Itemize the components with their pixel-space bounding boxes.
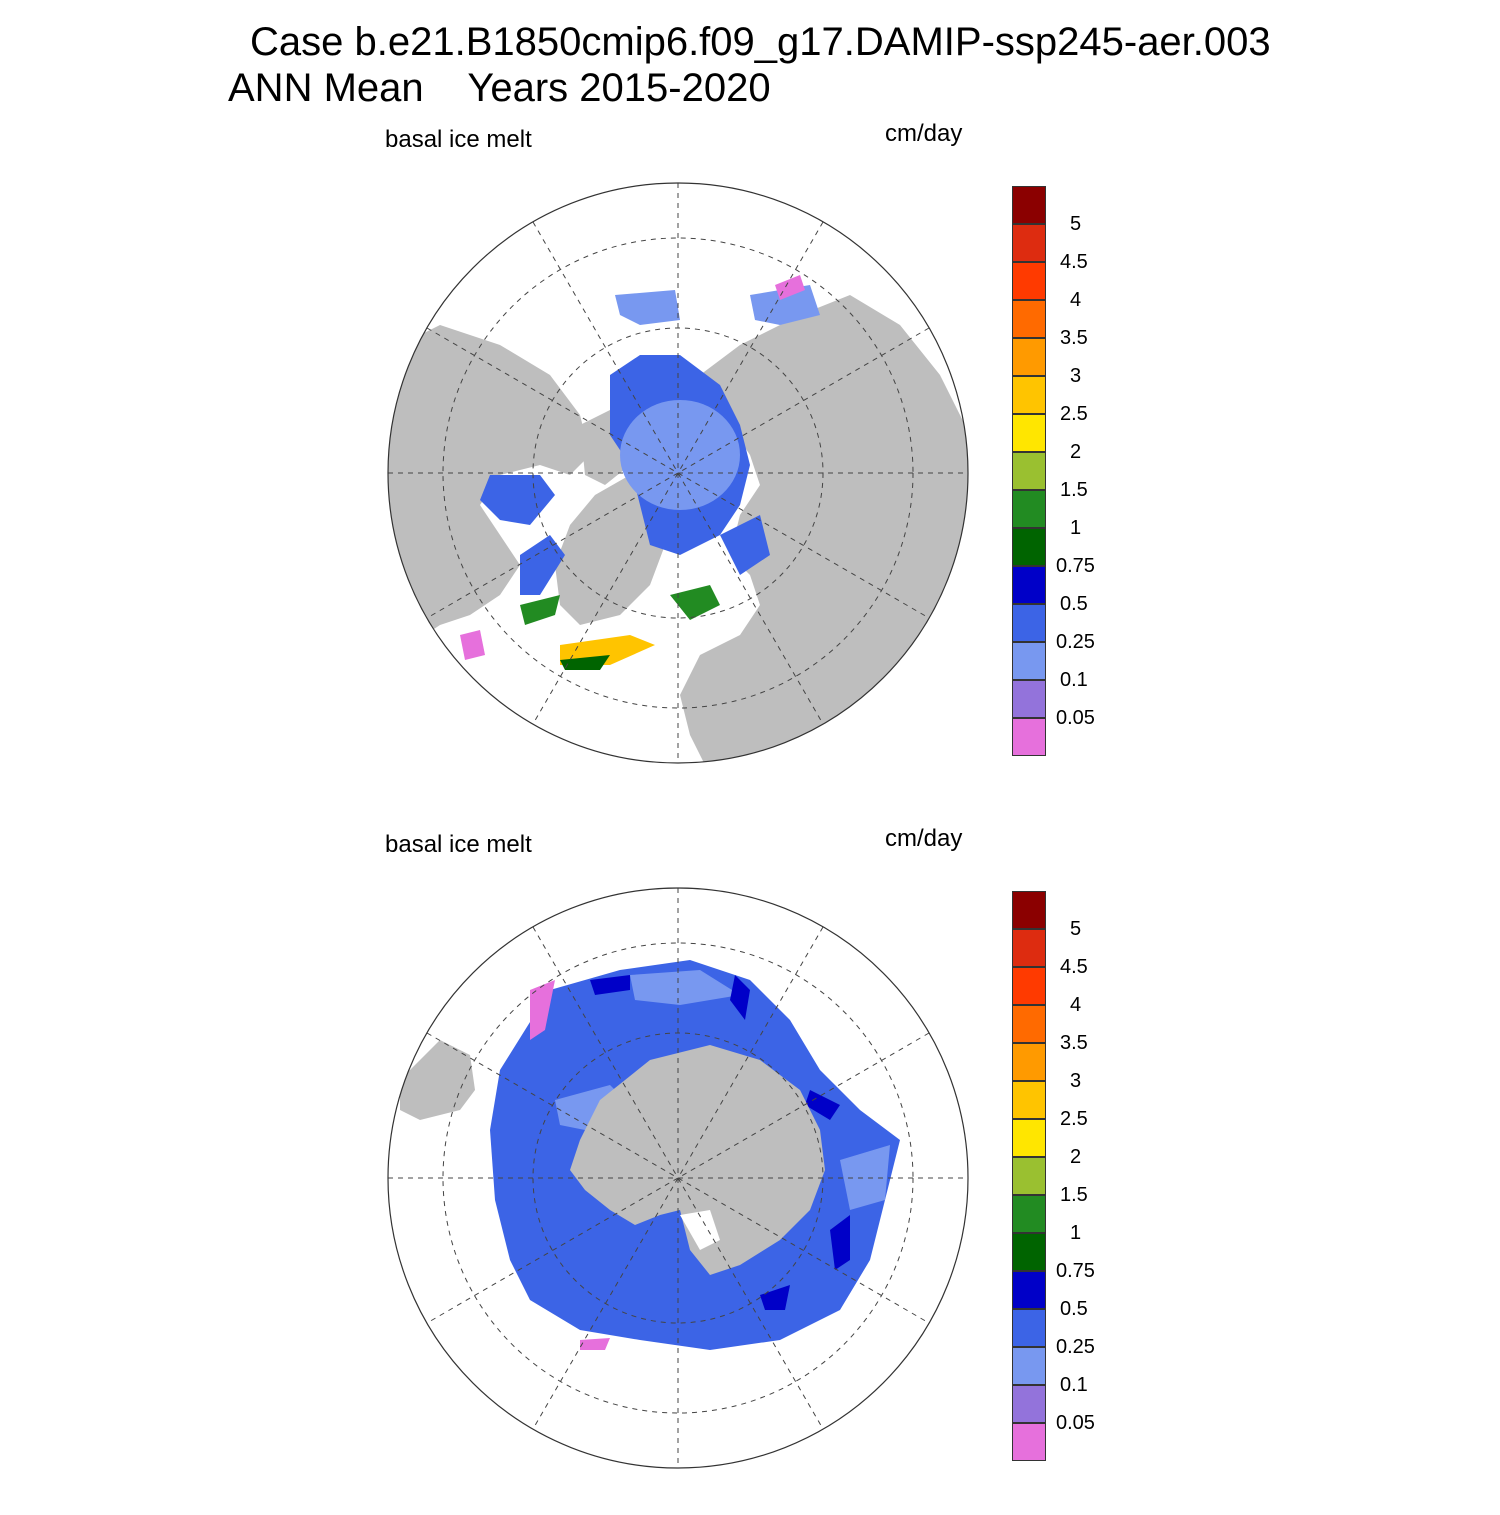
colorbar-label: 4.5 bbox=[1060, 251, 1088, 273]
colorbar-label: 5 bbox=[1070, 918, 1082, 940]
colorbar-label: 5 bbox=[1070, 213, 1082, 235]
colorbar-box bbox=[1012, 1347, 1046, 1385]
colorbar-label: 0.75 bbox=[1056, 555, 1095, 577]
colorbar-label: 0.1 bbox=[1060, 1374, 1088, 1396]
colorbar-label: 0.5 bbox=[1060, 1298, 1088, 1320]
colorbar-label: 2.5 bbox=[1060, 1108, 1088, 1130]
colorbar-box bbox=[1012, 1385, 1046, 1423]
colorbar-box bbox=[1012, 528, 1046, 566]
colorbar-box bbox=[1012, 604, 1046, 642]
colorbar-label: 0.05 bbox=[1056, 707, 1095, 729]
colorbar-label: 0.05 bbox=[1056, 1412, 1095, 1434]
colorbar-box bbox=[1012, 1119, 1046, 1157]
colorbar-box bbox=[1012, 1309, 1046, 1347]
colorbar-box bbox=[1012, 967, 1046, 1005]
colorbar-box bbox=[1012, 376, 1046, 414]
colorbar-label: 1 bbox=[1070, 517, 1082, 539]
variable-label: basal ice melt bbox=[385, 126, 532, 153]
colorbar-box bbox=[1012, 1043, 1046, 1081]
colorbar-label: 0.25 bbox=[1056, 631, 1095, 653]
colorbar-box bbox=[1012, 1005, 1046, 1043]
variable-label: basal ice melt bbox=[385, 831, 532, 858]
south-polar-map bbox=[387, 887, 969, 1469]
colorbar-box bbox=[1012, 1081, 1046, 1119]
colorbar-label: 2 bbox=[1070, 441, 1082, 463]
figure-subtitle: ANN Mean Years 2015-2020 bbox=[228, 68, 771, 108]
colorbar-box bbox=[1012, 1271, 1046, 1309]
north-polar-panel: basal ice melt cm/day bbox=[0, 110, 1500, 810]
colorbar-label: 1 bbox=[1070, 1222, 1082, 1244]
south-polar-panel: basal ice melt cm/day bbox=[0, 815, 1500, 1515]
south-america-land bbox=[400, 1040, 475, 1120]
north-polar-map bbox=[387, 182, 969, 764]
figure-title: Case b.e21.B1850cmip6.f09_g17.DAMIP-ssp2… bbox=[250, 20, 1271, 64]
colorbar-box bbox=[1012, 1423, 1046, 1461]
colorbar-label: 4.5 bbox=[1060, 956, 1088, 978]
colorbar-label: 3.5 bbox=[1060, 327, 1088, 349]
colorbar-box bbox=[1012, 929, 1046, 967]
colorbar-label: 3 bbox=[1070, 365, 1082, 387]
colorbar-label: 0.25 bbox=[1056, 1336, 1095, 1358]
colorbar-box bbox=[1012, 1233, 1046, 1271]
colorbar-box bbox=[1012, 338, 1046, 376]
colorbar-box bbox=[1012, 566, 1046, 604]
colorbar-box bbox=[1012, 452, 1046, 490]
colorbar-box bbox=[1012, 680, 1046, 718]
colorbar-label: 0.1 bbox=[1060, 669, 1088, 691]
colorbar-box bbox=[1012, 224, 1046, 262]
colorbar-box bbox=[1012, 414, 1046, 452]
colorbar-label: 1.5 bbox=[1060, 1184, 1088, 1206]
colorbar-box bbox=[1012, 262, 1046, 300]
colorbar-box bbox=[1012, 300, 1046, 338]
colorbar-box bbox=[1012, 186, 1046, 224]
season-label: ANN Mean bbox=[228, 66, 424, 110]
colorbar-label: 2.5 bbox=[1060, 403, 1088, 425]
colorbar-label: 1.5 bbox=[1060, 479, 1088, 501]
colorbar-box bbox=[1012, 1195, 1046, 1233]
years-label: Years 2015-2020 bbox=[467, 66, 771, 110]
colorbar-box bbox=[1012, 1157, 1046, 1195]
colorbar: 5 4.5 4 3.5 3 2.5 2 1.5 1 0.75 0.5 0.25 0.1 0.05 bbox=[1010, 186, 1120, 761]
colorbar-label: 3 bbox=[1070, 1070, 1082, 1092]
colorbar-box bbox=[1012, 718, 1046, 756]
colorbar-box bbox=[1012, 642, 1046, 680]
colorbar-label: 2 bbox=[1070, 1146, 1082, 1168]
colorbar-label: 4 bbox=[1070, 289, 1082, 311]
antarctica-land bbox=[570, 1045, 825, 1275]
colorbar-label: 3.5 bbox=[1060, 1032, 1088, 1054]
units-label: cm/day bbox=[885, 120, 963, 147]
colorbar-label: 4 bbox=[1070, 994, 1082, 1016]
colorbar-label: 0.75 bbox=[1056, 1260, 1095, 1282]
colorbar-label: 0.5 bbox=[1060, 593, 1088, 615]
units-label: cm/day bbox=[885, 825, 963, 852]
colorbar-box bbox=[1012, 891, 1046, 929]
colorbar-box bbox=[1012, 490, 1046, 528]
colorbar: 5 4.5 4 3.5 3 2.5 2 1.5 1 0.75 0.5 0.25 0.1 0.05 bbox=[1010, 891, 1120, 1466]
greenland-land bbox=[555, 475, 665, 625]
